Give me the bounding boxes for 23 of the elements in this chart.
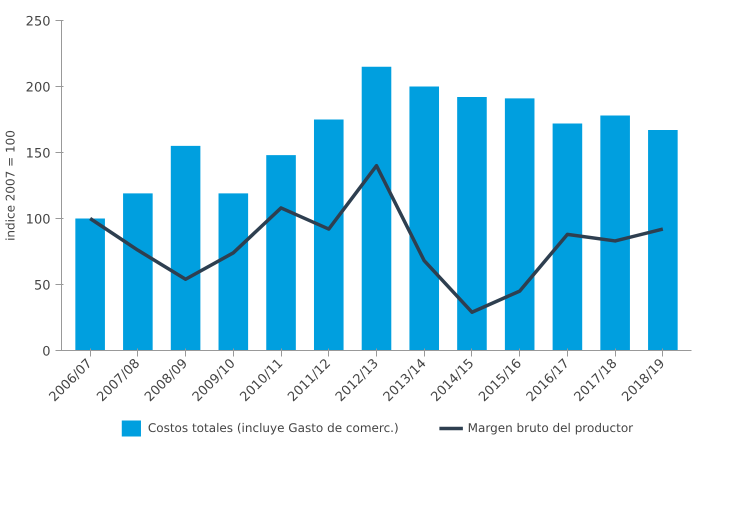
bar [600, 116, 630, 350]
bar [552, 123, 582, 350]
y-axis-title: indice 2007 = 100 [4, 130, 18, 241]
line-series [88, 164, 665, 314]
bar [266, 155, 296, 350]
y-tick-label: 250 [26, 14, 51, 30]
y-tick-label: 50 [34, 278, 51, 294]
y-tick-label: 0 [42, 344, 51, 360]
bar [75, 218, 105, 350]
bar [648, 130, 678, 350]
bar [170, 146, 200, 350]
bar [314, 120, 344, 350]
legend-label: Costos totales (incluye Gasto de comerc.) [148, 421, 399, 435]
bar [123, 193, 153, 350]
y-tick-label: 150 [26, 146, 51, 162]
y-tick-label: 200 [26, 80, 51, 96]
bar [504, 98, 534, 350]
bar [457, 97, 487, 350]
bar [362, 66, 392, 350]
bar [218, 193, 248, 350]
y-tick-label: 100 [26, 212, 51, 228]
bar [409, 86, 440, 350]
legend-label: Margen bruto del productor [468, 421, 634, 435]
